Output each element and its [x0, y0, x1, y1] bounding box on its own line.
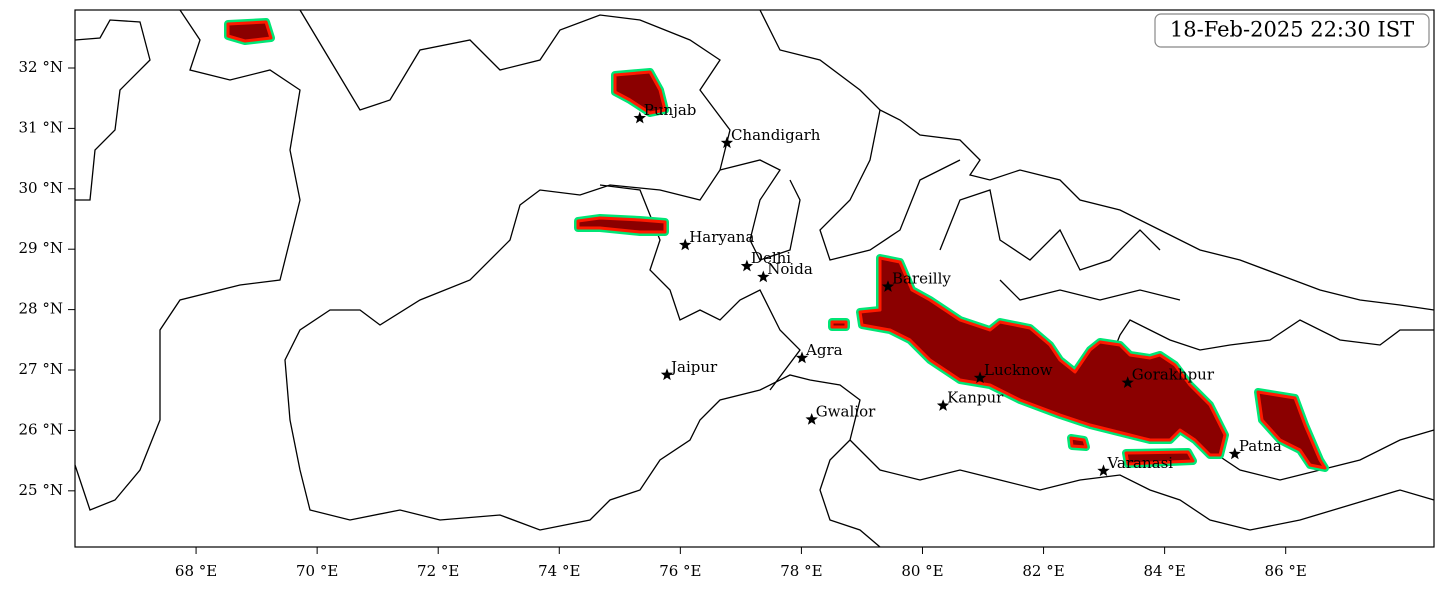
- y-tick-label: 31 °N: [19, 118, 63, 136]
- x-tick-label: 84 °E: [1143, 562, 1185, 580]
- city-label: Punjab: [644, 101, 697, 119]
- y-tick-label: 30 °N: [19, 179, 63, 197]
- city-label: Gorakhpur: [1132, 366, 1215, 384]
- title-frame: [1154, 13, 1430, 48]
- x-tick-label: 68 °E: [175, 562, 217, 580]
- timestamp: 18-Feb-2025 22:30 IST: [1170, 18, 1414, 42]
- city-label: Kanpur: [947, 389, 1004, 407]
- city-marker: [660, 368, 674, 381]
- y-tick-label: 27 °N: [19, 360, 63, 378]
- city-label: Varanasi: [1106, 454, 1173, 472]
- x-tick-label: 82 °E: [1022, 562, 1064, 580]
- city-marker: [633, 111, 646, 124]
- city-marker: [757, 270, 770, 283]
- city-marker: [740, 259, 754, 272]
- city-label: Noida: [767, 260, 813, 278]
- city-marker: [881, 280, 895, 292]
- city-label: Gwalior: [816, 403, 876, 421]
- city-marker: [805, 413, 818, 425]
- city-label: Patna: [1239, 437, 1282, 455]
- x-tick-label: 70 °E: [296, 562, 338, 580]
- city-label: Jaipur: [669, 358, 718, 376]
- city-label: Haryana: [689, 228, 754, 246]
- city-marker: [679, 238, 692, 251]
- city-marker: [1097, 464, 1110, 477]
- y-tick-label: 32 °N: [19, 58, 63, 76]
- y-tick-label: 28 °N: [19, 300, 63, 318]
- x-tick-label: 74 °E: [538, 562, 580, 580]
- city-label: Bareilly: [892, 270, 951, 288]
- y-tick-label: 26 °N: [19, 420, 63, 438]
- x-tick-label: 72 °E: [417, 562, 459, 580]
- city-marker: [1228, 447, 1241, 460]
- city-label: Agra: [805, 341, 843, 359]
- title-box: 18-Feb-2025 22:30 IST: [1154, 13, 1430, 48]
- city-label: Chandigarh: [731, 126, 821, 144]
- x-tick-label: 86 °E: [1265, 562, 1307, 580]
- borders: [74, 9, 1435, 548]
- city-marker: [795, 351, 809, 364]
- x-tick-label: 76 °E: [659, 562, 701, 580]
- city-marker: [973, 371, 987, 384]
- y-tick-label: 25 °N: [19, 481, 63, 499]
- city-marker: [720, 136, 734, 149]
- frame: [74, 9, 1435, 548]
- precipitation: [224, 18, 1329, 472]
- x-tick-label: 78 °E: [780, 562, 822, 580]
- city-marker: [1121, 376, 1134, 388]
- x-tick-label: 80 °E: [901, 562, 943, 580]
- y-tick-label: 29 °N: [19, 239, 63, 257]
- city-label: Delhi: [751, 249, 791, 267]
- city-marker: [936, 399, 950, 411]
- city-label: Lucknow: [984, 361, 1053, 379]
